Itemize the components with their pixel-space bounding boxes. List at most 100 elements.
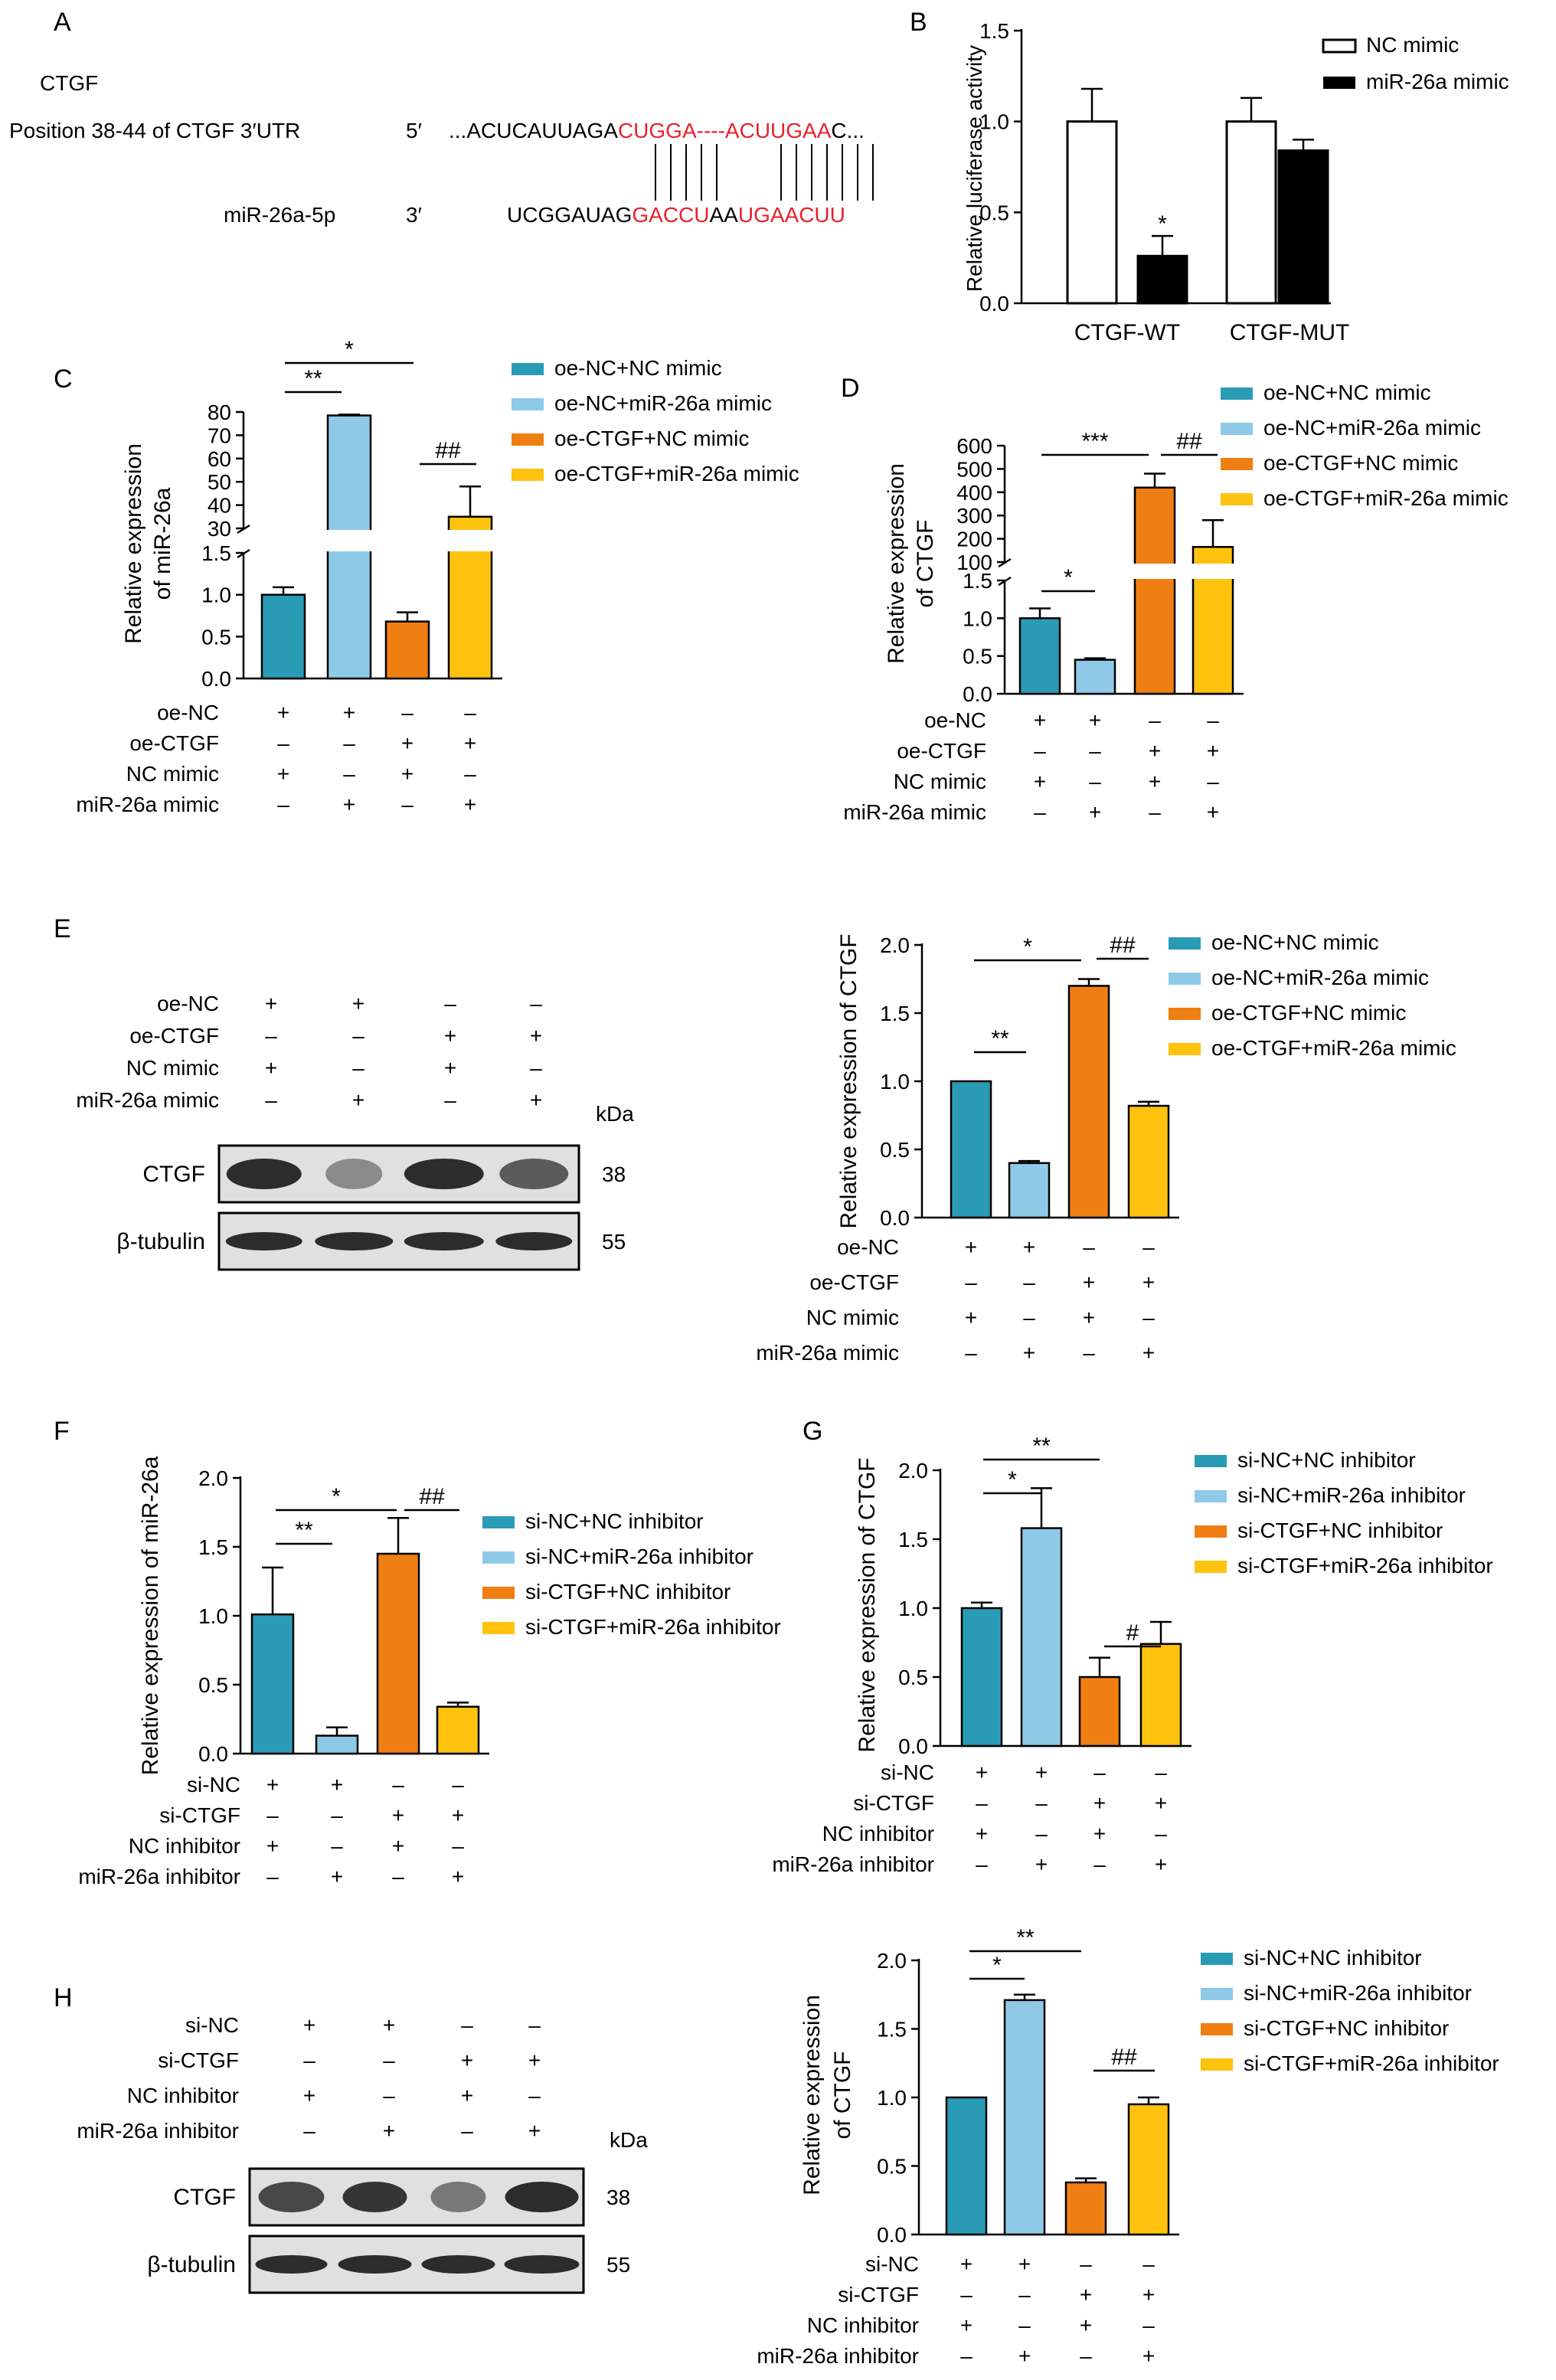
E-bar-2	[1067, 985, 1110, 1219]
C-cond-sign-1-1: –	[343, 731, 355, 755]
H-y-ticklabel: 0.5	[877, 2155, 907, 2179]
E-blot-cond-label-3: miR-26a mimic	[76, 1088, 219, 1112]
F-cond-label-0: si-NC	[187, 1773, 240, 1796]
G-cond-sign-1-3: +	[1155, 1791, 1167, 1815]
E-blot-cond-sign-2-2: +	[444, 1056, 456, 1080]
panel-a-position-label: Position 38-44 of CTGF 3′UTR	[9, 119, 300, 142]
panel-f-letter: F	[54, 1417, 70, 1446]
F-cond-sign-3-3: +	[452, 1865, 464, 1888]
panel-a-bottom-seg-0: UCGGAUAG	[507, 203, 632, 227]
H-cond-sign-2-2: +	[1080, 2313, 1092, 2337]
E-blot-cond-sign-1-2: +	[444, 1024, 456, 1048]
C-y-label-2: of miR-26a	[150, 487, 175, 600]
G-sig-2-label: #	[1126, 1620, 1139, 1646]
F-legend-item-2: si-CTGF+NC inhibitor	[525, 1580, 731, 1604]
H-cond-label-1: si-CTGF	[838, 2283, 919, 2306]
E-band-0-2	[404, 1159, 484, 1189]
H-cond-sign-1-0: –	[960, 2283, 972, 2306]
H-y-label-1: Relative expression	[799, 1995, 825, 2195]
B-xtick-1: CTGF-MUT	[1230, 320, 1350, 345]
B-y-ticklabel: 0.0	[979, 292, 1009, 315]
C-cond-sign-3-2: –	[401, 793, 414, 816]
F-legend-swatch-3	[482, 1622, 515, 1634]
G-legend-item-0: si-NC+NC inhibitor	[1237, 1448, 1416, 1472]
C-ylow-ticklabel: 0.5	[201, 625, 231, 649]
F-cond-sign-2-3: –	[452, 1834, 464, 1858]
F-cond-sign-2-1: –	[331, 1834, 343, 1858]
H-cond-sign-0-3: –	[1142, 2252, 1155, 2276]
H-cond-sign-2-1: –	[1018, 2313, 1031, 2337]
C-bar-0	[260, 593, 306, 680]
F-cond-sign-3-2: –	[392, 1865, 404, 1888]
C-y-label-1: Relative expression	[121, 443, 146, 644]
panel-e-letter: E	[54, 914, 71, 943]
E-blot-cond-sign-2-1: –	[352, 1056, 364, 1080]
E-cond-sign-1-2: +	[1083, 1270, 1095, 1294]
C-legend-item-3: oe-CTGF+miR-26a mimic	[554, 462, 799, 485]
C-cond-sign-2-1: –	[343, 762, 355, 786]
H-cond-label-0: si-NC	[865, 2252, 919, 2276]
E-legend-swatch-2	[1169, 1008, 1201, 1020]
E-sig-1-label: *	[1023, 934, 1032, 960]
C-sig-0-label: **	[304, 366, 322, 391]
B-legend-swatch-1	[1323, 77, 1355, 89]
E-band-1-3	[495, 1232, 573, 1250]
C-yup-ticklabel: 30	[208, 517, 231, 541]
G-cond-sign-3-1: +	[1035, 1852, 1048, 1876]
D-cond-sign-1-0: –	[1034, 739, 1046, 763]
D-bar-gap-3	[1190, 564, 1236, 579]
E-band-1-0	[225, 1232, 302, 1250]
G-cond-sign-1-2: +	[1093, 1791, 1106, 1815]
H-legend-swatch-1	[1201, 1988, 1233, 2000]
H-band-0-0	[258, 2182, 325, 2212]
D-ylow-ticklabel: 1.0	[963, 606, 992, 630]
C-ylow-ticklabel: 1.5	[201, 541, 231, 565]
C-ylow-ticklabel: 0.0	[201, 667, 231, 691]
H-blot-cond-label-2: NC inhibitor	[127, 2084, 239, 2107]
D-yup-ticklabel: 400	[956, 481, 992, 505]
D-cond-sign-2-1: –	[1089, 770, 1101, 793]
H-cond-sign-0-1: +	[1018, 2252, 1031, 2276]
G-cond-label-0: si-NC	[881, 1760, 934, 1784]
E-cond-sign-0-3: –	[1142, 1235, 1155, 1259]
H-blot-kda-1: 55	[606, 2253, 630, 2277]
E-legend-item-1: oe-NC+miR-26a mimic	[1211, 966, 1429, 989]
F-cond-label-1: si-CTGF	[159, 1803, 240, 1827]
F-bar-2	[376, 1552, 420, 1755]
D-y-label-1: Relative expression	[884, 463, 909, 664]
F-legend-swatch-2	[482, 1587, 515, 1599]
E-blot-cond-sign-0-2: –	[444, 992, 456, 1015]
D-legend-item-2: oe-CTGF+NC mimic	[1263, 451, 1458, 475]
panel-g-letter: G	[803, 1417, 822, 1446]
C-bar-gap-3	[446, 530, 495, 551]
B-bar-1-0	[1136, 254, 1188, 305]
H-cond-label-2: NC inhibitor	[807, 2313, 919, 2337]
G-y-label: Relative expression of CTGF	[855, 1457, 880, 1752]
G-legend-swatch-3	[1195, 1561, 1227, 1573]
H-band-0-1	[342, 2182, 407, 2212]
E-cond-sign-2-3: –	[1142, 1306, 1155, 1329]
D-cond-sign-0-2: –	[1149, 708, 1161, 732]
H-cond-sign-2-3: –	[1142, 2313, 1155, 2337]
F-sig-0-label: **	[295, 1518, 313, 1543]
D-ylow-ticklabel: 0.0	[963, 682, 992, 706]
H-cond-sign-3-0: –	[960, 2344, 972, 2368]
H-legend-item-0: si-NC+NC inhibitor	[1244, 1946, 1422, 1970]
panel-a-top-sequence: ...ACUCAUUAGACUGGA----ACUUGAAC...	[449, 119, 865, 142]
F-cond-sign-1-3: +	[452, 1803, 464, 1827]
H-legend-item-3: si-CTGF+miR-26a inhibitor	[1244, 2051, 1499, 2075]
D-legend-item-3: oe-CTGF+miR-26a mimic	[1263, 486, 1509, 510]
D-legend-item-1: oe-NC+miR-26a mimic	[1263, 416, 1481, 440]
F-legend-swatch-0	[482, 1516, 515, 1528]
E-blot-cond-sign-1-0: –	[265, 1024, 277, 1048]
H-cond-sign-2-0: +	[960, 2313, 972, 2337]
H-y-ticklabel: 1.0	[877, 2086, 907, 2110]
B-sig: *	[1158, 211, 1167, 237]
H-cond-sign-0-2: –	[1080, 2252, 1092, 2276]
C-legend-swatch-1	[512, 398, 544, 410]
F-y-ticklabel: 0.0	[198, 1742, 228, 1766]
D-cond-sign-0-3: –	[1207, 708, 1219, 732]
G-cond-sign-3-2: –	[1093, 1852, 1106, 1876]
panel-a-bottom-sequence: UCGGAUAGGACCUAAUGAACUU	[507, 203, 845, 227]
E-legend-swatch-0	[1169, 937, 1201, 950]
